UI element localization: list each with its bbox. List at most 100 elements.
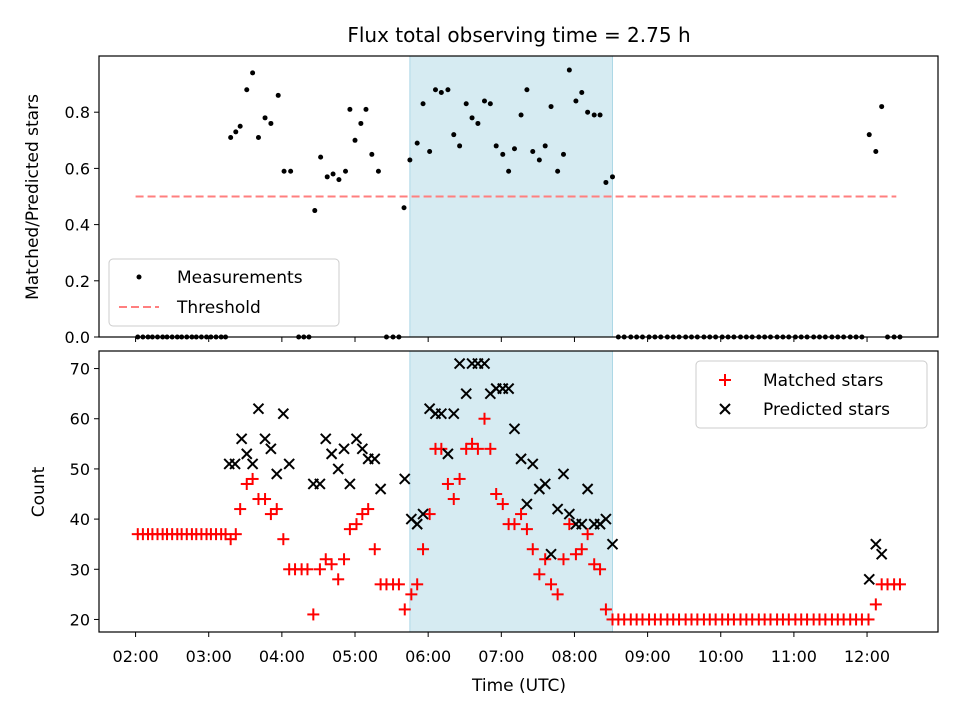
- predicted-star-point: [235, 433, 248, 445]
- measurement-point: [597, 112, 603, 118]
- measurement-point: [518, 112, 524, 118]
- matched-star-point: [545, 578, 558, 591]
- measurement-point: [336, 177, 342, 183]
- matched-star-point: [869, 598, 882, 611]
- matched-star-point: [362, 503, 375, 516]
- measurement-point: [511, 146, 517, 152]
- measurement-point: [358, 120, 364, 126]
- matched-star-point: [441, 477, 454, 490]
- matched-star-point: [453, 472, 466, 485]
- predicted-star-point: [460, 387, 472, 400]
- matched-star-point: [277, 533, 290, 546]
- bottom-y-tick-label: 40: [70, 510, 90, 529]
- top-y-tick-label: 0.8: [65, 103, 90, 122]
- predicted-star-point: [478, 357, 491, 370]
- predicted-star-point: [606, 538, 619, 550]
- measurement-point: [493, 143, 499, 149]
- measurement-point: [233, 129, 239, 135]
- top-y-axis-label: Matched/Predicted stars: [23, 94, 43, 300]
- bottom-y-tick-label: 50: [70, 460, 90, 479]
- measurement-point: [343, 168, 349, 174]
- measurement-point: [866, 132, 872, 138]
- predicted-star-point: [563, 508, 576, 520]
- matched-star-point: [569, 548, 582, 561]
- measurement-point: [401, 205, 407, 211]
- measurement-point: [438, 90, 444, 96]
- predicted-star-point: [508, 423, 521, 435]
- x-tick-label: 03:00: [186, 647, 232, 666]
- predicted-star-point: [252, 402, 265, 415]
- measurement-point: [262, 115, 268, 121]
- predicted-star-point: [325, 448, 338, 460]
- predicted-star-point: [863, 573, 875, 586]
- predicted-star-point: [870, 538, 882, 550]
- predicted-star-point: [374, 483, 387, 495]
- x-tick-label: 12:00: [844, 647, 890, 666]
- measurement-point: [879, 104, 885, 110]
- matched-star-point: [246, 472, 259, 485]
- predicted-star-point: [539, 478, 551, 490]
- matched-star-point: [581, 528, 594, 541]
- measurement-point: [530, 149, 536, 155]
- matched-star-point: [405, 588, 418, 601]
- x-tick-label: 09:00: [625, 647, 671, 666]
- measurement-point: [451, 132, 457, 138]
- matched-star-point: [398, 603, 411, 616]
- measurement-point: [432, 87, 438, 93]
- measurement-point: [573, 98, 579, 104]
- matched-star-point: [417, 543, 430, 556]
- bottom-y-tick-label: 60: [70, 410, 90, 429]
- measurement-point: [255, 134, 261, 140]
- matched-star-point: [313, 563, 326, 576]
- matched-star-point: [508, 518, 521, 531]
- matched-star-point: [490, 488, 503, 501]
- measurement-point: [312, 208, 318, 214]
- bottom-panel: 20 30 40 50 60 70 02:00 03:00 04:00 05:00 06:00 07…: [29, 350, 939, 696]
- measurement-point: [228, 134, 234, 140]
- bottom-y-axis-label: Count: [29, 466, 49, 517]
- matched-star-point: [368, 543, 381, 556]
- measurement-point: [463, 101, 469, 107]
- matched-star-point: [224, 533, 237, 546]
- matched-star-point: [557, 553, 570, 566]
- matched-star-point: [520, 523, 533, 536]
- matched-star-point: [343, 523, 356, 536]
- predicted-star-point: [314, 478, 326, 490]
- matched-star-point: [496, 498, 509, 511]
- measurement-point: [445, 87, 451, 93]
- measurement-point: [536, 157, 542, 163]
- legend-measurements-marker: [136, 274, 142, 280]
- predicted-star-point: [356, 443, 369, 455]
- predicted-star-point: [521, 498, 533, 510]
- predicted-star-point: [320, 433, 332, 445]
- matched-star-point: [466, 437, 479, 450]
- predicted-star-point: [283, 458, 295, 470]
- predicted-star-point: [411, 518, 423, 530]
- predicted-star-point: [527, 458, 539, 470]
- matched-star-point: [264, 508, 277, 521]
- predicted-star-point: [557, 468, 570, 480]
- predicted-star-point: [545, 548, 557, 560]
- predicted-star-point: [442, 448, 454, 460]
- matched-star-point: [350, 518, 363, 531]
- x-tick-label: 04:00: [259, 647, 305, 666]
- bottom-y-tick-label: 70: [70, 360, 90, 379]
- top-panel: 0.00.20.40.60.8 Matched/Predicted stars …: [23, 55, 939, 347]
- bottom-observing-band: [409, 350, 613, 633]
- measurement-point: [352, 137, 358, 143]
- chart-title: Flux total observing time = 2.75 h: [347, 23, 690, 47]
- matched-star-point: [484, 442, 497, 455]
- predicted-star-point: [229, 458, 241, 470]
- measurement-point: [363, 106, 369, 112]
- legend-measurements-label: Measurements: [177, 268, 303, 288]
- matched-star-point: [551, 588, 564, 601]
- matched-star-point: [526, 543, 539, 556]
- measurement-point: [591, 112, 597, 118]
- measurement-point: [475, 120, 481, 126]
- measurement-point: [609, 174, 615, 180]
- measurement-point: [873, 149, 879, 155]
- measurement-point: [603, 179, 609, 185]
- matched-star-point: [447, 493, 460, 506]
- matched-star-point: [539, 553, 552, 566]
- measurement-point: [268, 120, 274, 126]
